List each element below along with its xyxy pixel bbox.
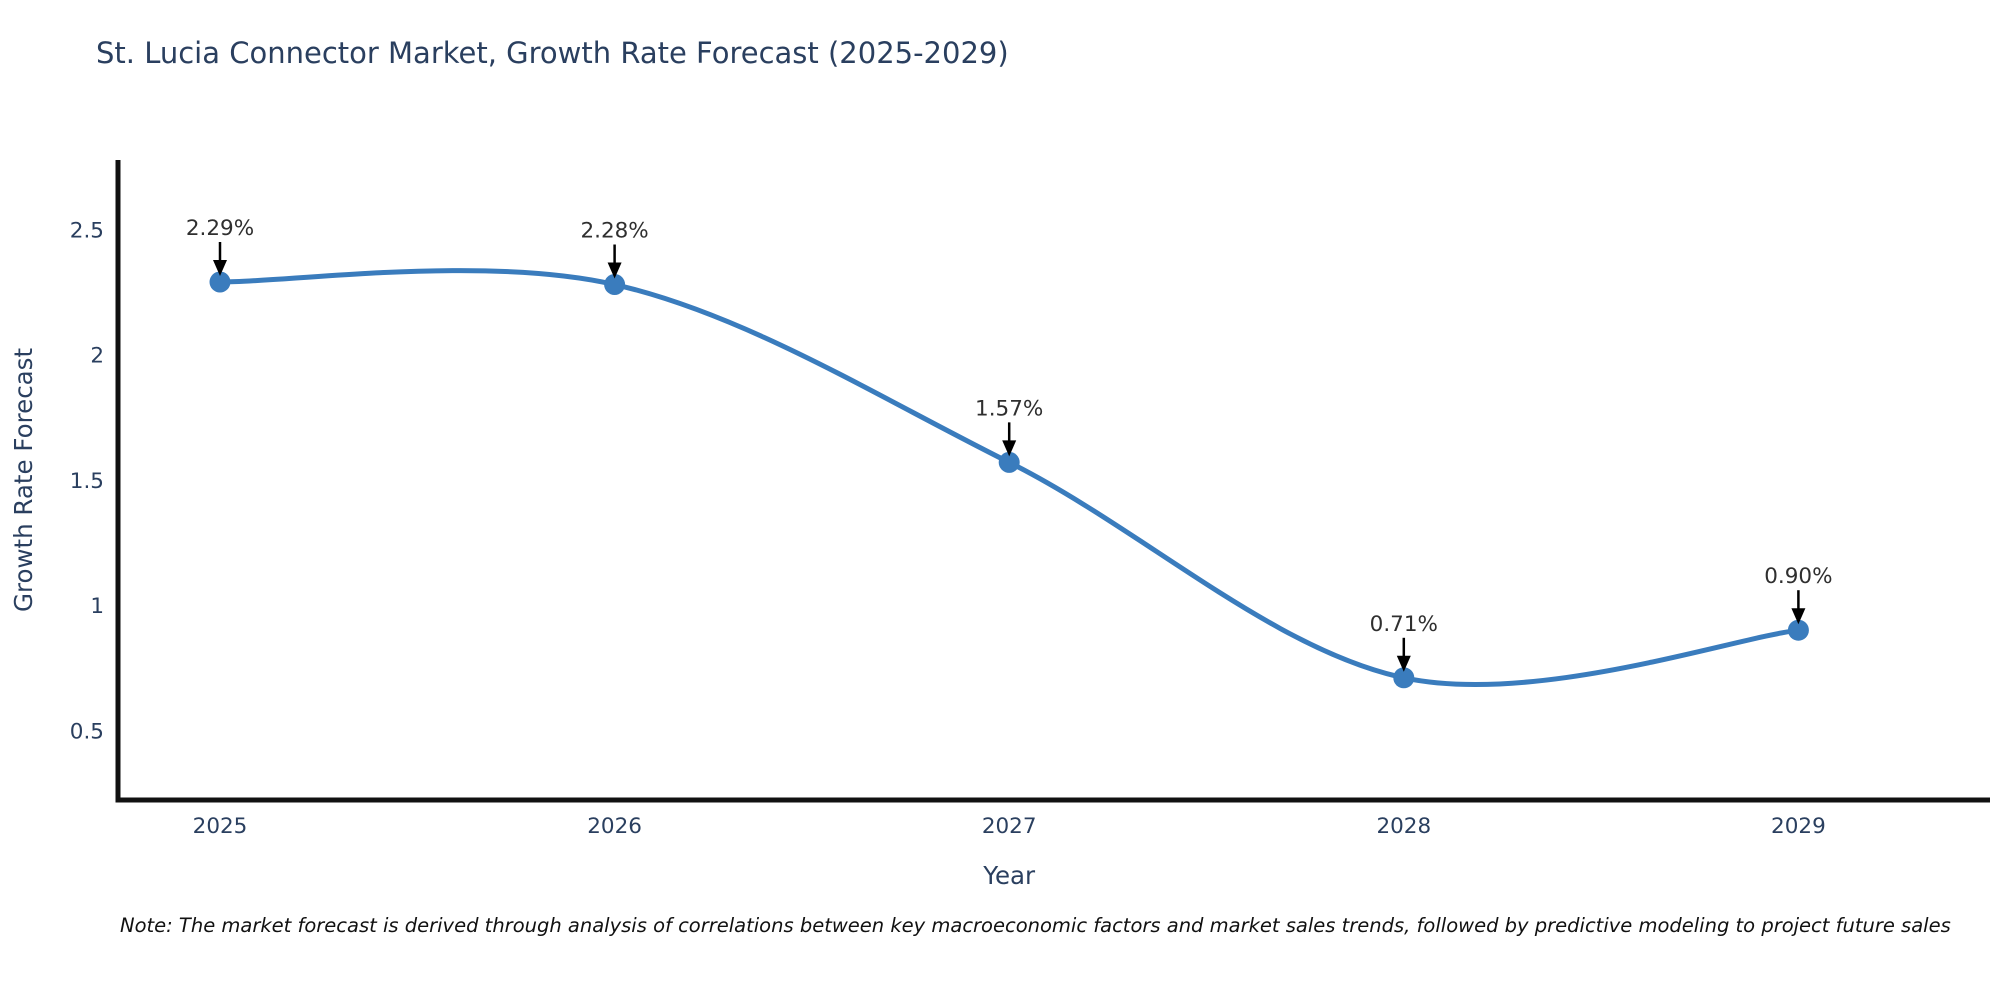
annotation-arrow-head bbox=[1791, 608, 1806, 625]
data-point-marker bbox=[1393, 667, 1415, 689]
y-tick-label: 2 bbox=[90, 344, 104, 369]
x-tick-label: 2027 bbox=[982, 814, 1037, 839]
x-tick-label: 2025 bbox=[193, 814, 248, 839]
y-tick-label: 1.5 bbox=[70, 469, 104, 494]
y-tick-label: 2.5 bbox=[70, 218, 104, 243]
data-point-marker bbox=[998, 451, 1020, 473]
y-tick-label: 1 bbox=[90, 594, 104, 619]
y-tick-label: 0.5 bbox=[70, 719, 104, 744]
annotation-arrow-head bbox=[1002, 440, 1017, 457]
data-point-marker bbox=[604, 274, 626, 296]
annotation-arrow-head bbox=[607, 262, 622, 279]
x-tick-label: 2026 bbox=[587, 814, 642, 839]
data-point-marker bbox=[1787, 619, 1809, 641]
chart-canvas: 2.29% 2.28% 1.57% 0.71% 0.90% 0.5 1 1.5 2 2.5 2025… bbox=[9, 160, 1990, 890]
x-axis-title: Year bbox=[982, 861, 1036, 890]
data-point-label: 2.29% bbox=[186, 216, 254, 241]
forecast-line bbox=[217, 268, 1801, 687]
y-axis-title: Growth Rate Forecast bbox=[9, 348, 38, 612]
annotation-arrow-head bbox=[1396, 655, 1411, 672]
footnote: Note: The market forecast is derived thr… bbox=[120, 914, 1951, 937]
data-point-label: 0.90% bbox=[1764, 564, 1832, 589]
data-point-label: 1.57% bbox=[975, 396, 1043, 421]
data-point-marker bbox=[209, 271, 231, 293]
x-tick-label: 2029 bbox=[1771, 814, 1826, 839]
annotation-arrow-head bbox=[213, 260, 227, 277]
x-tick-label: 2028 bbox=[1376, 814, 1431, 839]
chart-title: St. Lucia Connector Market, Growth Rate … bbox=[96, 36, 1009, 70]
data-point-label: 2.28% bbox=[580, 219, 648, 244]
data-point-label: 0.71% bbox=[1370, 612, 1438, 637]
